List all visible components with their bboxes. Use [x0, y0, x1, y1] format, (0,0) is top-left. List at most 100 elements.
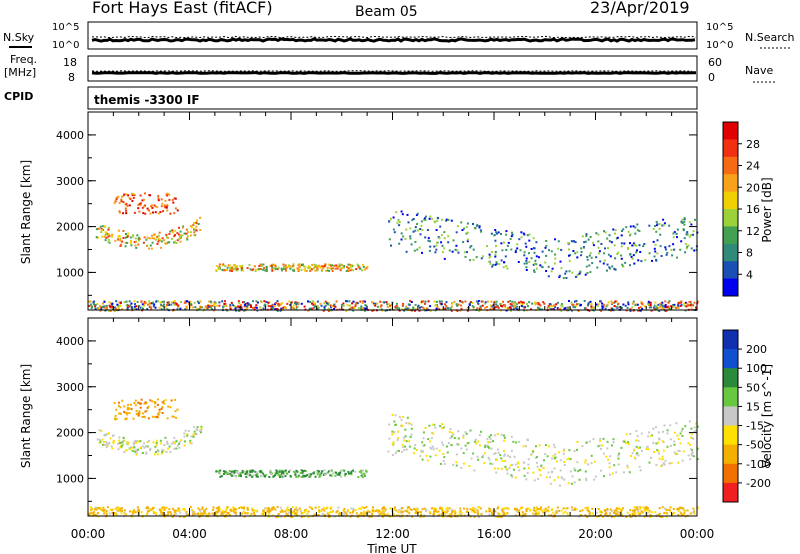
echo-cell: [462, 452, 465, 455]
echo-cell: [488, 253, 491, 256]
echo-cell: [123, 193, 126, 196]
echo-cell: [672, 236, 675, 239]
echo-cell: [435, 241, 438, 244]
echo-cell: [636, 506, 639, 509]
freq-line: [91, 71, 696, 75]
echo-cell: [252, 469, 255, 472]
echo-cell: [322, 309, 325, 312]
echo-cell: [176, 509, 179, 512]
echo-cell: [381, 309, 384, 312]
echo-cell: [236, 472, 239, 475]
echo-cell: [138, 239, 140, 242]
echo-cell: [574, 275, 577, 278]
echo-cell: [407, 221, 410, 224]
echo-cell: [210, 306, 213, 309]
echo-cell: [688, 221, 691, 224]
echo-cell: [588, 511, 591, 514]
echo-cell: [566, 458, 569, 461]
echo-cell: [186, 235, 189, 238]
echo-cell: [176, 232, 179, 235]
echo-cell: [138, 237, 141, 240]
echo-cell: [116, 196, 119, 199]
echo-cell: [410, 243, 413, 246]
echo-cell: [281, 510, 284, 513]
echo-cell: [518, 509, 521, 512]
echo-cell: [547, 275, 550, 278]
echo-cell: [664, 246, 667, 249]
echo-cell: [203, 512, 206, 515]
echo-cell: [671, 254, 674, 257]
echo-cell: [218, 509, 221, 512]
echo-cell: [641, 307, 644, 310]
echo-cell: [489, 255, 492, 258]
echo-cell: [321, 268, 323, 271]
echo-cell: [375, 509, 378, 512]
echo-cell: [437, 514, 440, 516]
echo-cell: [563, 461, 565, 463]
echo-cell: [143, 300, 146, 303]
colorbar-tick-label: -15: [746, 420, 764, 433]
echo-cell: [217, 508, 219, 511]
echo-cell: [420, 514, 423, 516]
echo-cell: [256, 509, 259, 512]
colorbar-segment: [723, 444, 738, 465]
echo-cell: [293, 508, 296, 511]
echo-cell: [447, 218, 450, 221]
echo-cell: [166, 209, 169, 212]
echo-cell: [126, 241, 129, 244]
echo-cell: [276, 308, 279, 310]
echo-cell: [381, 513, 384, 516]
echo-cell: [154, 451, 157, 453]
echo-cell: [183, 435, 186, 438]
echo-cell: [306, 512, 309, 515]
echo-cell: [234, 469, 237, 472]
echo-cell: [119, 507, 122, 510]
echo-cell: [151, 415, 154, 418]
echo-cell: [265, 265, 268, 268]
echo-cell: [477, 458, 480, 461]
echo-cell: [607, 301, 610, 304]
echo-cell: [555, 303, 558, 306]
echo-cell: [578, 469, 581, 471]
echo-cell: [250, 306, 252, 308]
echo-cell: [550, 308, 553, 311]
echo-cell: [679, 442, 682, 445]
echo-cell: [137, 243, 140, 246]
echo-cell: [494, 510, 497, 513]
echo-cell: [502, 513, 505, 516]
echo-cell: [163, 444, 166, 447]
echo-cell: [163, 239, 166, 242]
echo-cell: [358, 513, 361, 516]
echo-cell: [234, 513, 237, 516]
echo-cell: [120, 243, 123, 246]
echo-cell: [689, 304, 692, 307]
echo-cell: [349, 515, 352, 518]
echo-cell: [643, 304, 646, 307]
echo-cell: [539, 304, 542, 307]
echo-cell: [650, 511, 653, 514]
echo-cell: [497, 306, 500, 309]
echo-cell: [570, 240, 573, 243]
echo-cell: [490, 232, 493, 235]
echo-cell: [314, 269, 317, 272]
echo-cell: [382, 506, 385, 509]
echo-cell: [272, 506, 275, 509]
echo-cell: [215, 269, 218, 272]
echo-cell: [392, 228, 395, 231]
echo-cell: [288, 300, 291, 303]
echo-cell: [312, 472, 315, 475]
echo-cell: [511, 231, 513, 234]
colorbar-segment: [723, 191, 738, 210]
colorbar-tick-label: -50: [746, 439, 764, 452]
echo-cell: [532, 471, 535, 474]
echo-cell: [171, 515, 174, 518]
echo-cell: [224, 509, 227, 512]
echo-cell: [165, 305, 168, 308]
echo-cell: [459, 300, 461, 302]
echo-cell: [137, 448, 139, 451]
echo-cell: [352, 269, 355, 272]
echo-cell: [180, 301, 182, 303]
echo-cell: [251, 509, 254, 512]
echo-cell: [602, 437, 605, 440]
